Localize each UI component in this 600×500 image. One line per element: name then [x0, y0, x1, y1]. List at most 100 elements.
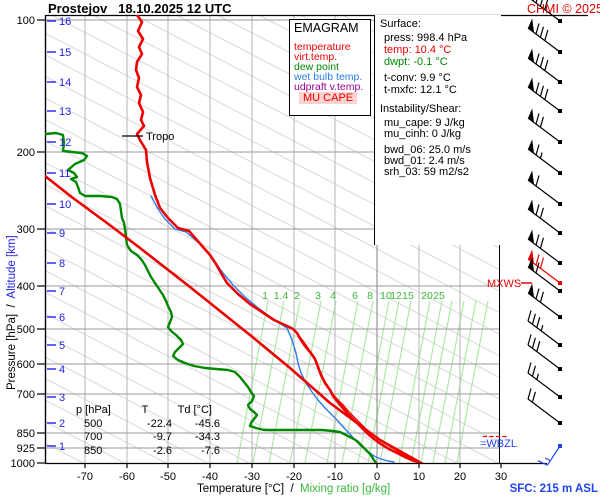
table-row: 700 -9.7 -34.3 [84, 431, 220, 443]
wind-barb [527, 257, 562, 293]
mu-cape-value: mu_cape: 9 J/kg [384, 117, 465, 129]
svg-text:16: 16 [59, 16, 71, 28]
svg-text:3: 3 [59, 392, 65, 404]
svg-text:10: 10 [59, 199, 71, 211]
mu-cinh-value: mu_cinh: 0 J/kg [384, 128, 462, 140]
svg-text:9: 9 [59, 228, 65, 240]
svg-text:850: 850 [17, 428, 35, 440]
svg-text:1: 1 [59, 441, 65, 453]
svg-text:5: 5 [59, 340, 65, 352]
wind-barb [527, 334, 562, 371]
wind-barb [527, 48, 562, 84]
wind-barb [527, 310, 562, 347]
col-dewpoint: Td [°C] [177, 404, 212, 416]
svg-text:-20: -20 [286, 471, 302, 483]
svg-text:13: 13 [59, 106, 71, 118]
curve-updraft-v-temp [45, 174, 424, 463]
svg-text:925: 925 [17, 443, 35, 455]
svg-text:4: 4 [330, 290, 336, 302]
wind-barb [527, 199, 562, 235]
table-row: 850 -2.6 -7.6 [84, 444, 220, 457]
wind-barb [527, 170, 562, 206]
svg-text:6: 6 [352, 290, 358, 302]
svg-text:2: 2 [294, 290, 300, 302]
svg-text:10: 10 [413, 471, 425, 483]
station-name: Prostejov [48, 1, 108, 16]
svg-text:=WBZL: =WBZL [480, 438, 517, 450]
station-elevation-label: SFC: 215 m ASL [509, 483, 598, 495]
svg-text:12: 12 [390, 290, 402, 302]
svg-text:30: 30 [495, 471, 507, 483]
surface-temp: temp: 10.4 °C [384, 44, 452, 56]
surface-press: press: 998.4 hPa [384, 32, 468, 44]
col-temp: T [141, 404, 149, 416]
legend-item-dew-point: dew point [294, 61, 339, 73]
svg-text:8: 8 [367, 290, 373, 302]
svg-text:-10: -10 [327, 471, 343, 483]
svg-text:10: 10 [380, 290, 392, 302]
level-markers: Tropo MXWS =WBZL [122, 131, 532, 450]
svg-text:1: 1 [262, 290, 268, 302]
curve-dew-point [45, 131, 378, 463]
svg-text:14: 14 [59, 77, 71, 89]
wind-barb [527, 229, 562, 265]
svg-text:-70: -70 [77, 471, 93, 483]
y-axis-title: Pressure [hPa] / Altitude [km] [6, 235, 18, 390]
svg-text:15: 15 [59, 47, 71, 59]
wind-barb-column [527, 0, 562, 466]
svg-text:700: 700 [17, 389, 35, 401]
svg-text:-30: -30 [244, 471, 260, 483]
table-row: 500 -22.4 -45.6 [84, 417, 220, 430]
svg-text:MXWS: MXWS [487, 278, 521, 290]
svg-text:15: 15 [402, 290, 414, 302]
svg-text:20: 20 [421, 290, 433, 302]
temperature-axis-label: Temperature [°C] [197, 483, 285, 495]
pressure-axis-label: Pressure [hPa] [6, 313, 18, 390]
svg-text:12: 12 [59, 137, 71, 149]
bwd01-value: bwd_01: 2.4 m/s [384, 155, 465, 167]
wind-barb [527, 18, 562, 54]
mixing-ratio-axis-label: Mixing ratio [g/kg] [300, 483, 391, 495]
svg-text:Tropo: Tropo [146, 131, 174, 143]
svg-text:300: 300 [17, 224, 35, 236]
svg-text:11: 11 [59, 168, 70, 180]
svg-text:25: 25 [433, 290, 445, 302]
x-axis-title: Temperature [°C] / Mixing ratio [g/kg] [197, 483, 391, 495]
wind-barb [527, 108, 562, 144]
legend-item-wet-bulb: wet bulb temp. [294, 71, 363, 83]
wind-barb [527, 362, 562, 399]
surface-heading: Surface: [380, 18, 421, 30]
bwd06-value: bwd_06: 25.0 m/s [384, 144, 471, 156]
legend-item-updraft: udpraft v.temp. [294, 81, 364, 93]
svg-text:4: 4 [59, 364, 65, 376]
svg-text:500: 500 [17, 324, 35, 336]
levels-table: p [hPa] T Td [°C] 500 -22.4 -45.6 700 -9… [76, 404, 220, 458]
svg-text:0: 0 [374, 471, 380, 483]
svg-text:-50: -50 [160, 471, 176, 483]
wind-barb [527, 139, 562, 175]
svg-text:200: 200 [17, 147, 35, 159]
svg-text:6: 6 [59, 312, 65, 324]
legend-item-temperature: temperature [294, 41, 351, 53]
mixing-ratio-lines [236, 300, 489, 463]
svg-text:1000: 1000 [11, 458, 35, 470]
srh03-value: srh_03: 59 m2/s2 [384, 166, 469, 178]
legend-box: EMAGRAM temperature virt.temp. dew point… [289, 19, 371, 116]
instability-heading: Instability/Shear: [380, 103, 462, 115]
copyright-notice: CHMI © 2025 [527, 2, 600, 16]
svg-text:-60: -60 [119, 471, 135, 483]
svg-text:-40: -40 [202, 471, 218, 483]
surface-wind-barb [537, 444, 562, 466]
mu-cape-badge: MU CAPE [299, 92, 358, 104]
sounding-curves [45, 15, 424, 463]
wind-barb [527, 388, 562, 425]
legend-item-virt-temp: virt.temp. [294, 51, 338, 63]
page-title: Prostejov 18.10.2025 12 UTC [48, 1, 232, 16]
svg-text:100: 100 [17, 15, 35, 27]
svg-text:400: 400 [17, 281, 35, 293]
wind-barb [527, 283, 562, 319]
svg-text:8: 8 [59, 258, 65, 270]
axis-ticks: 1002003004005006007008509251000161514131… [11, 15, 508, 483]
